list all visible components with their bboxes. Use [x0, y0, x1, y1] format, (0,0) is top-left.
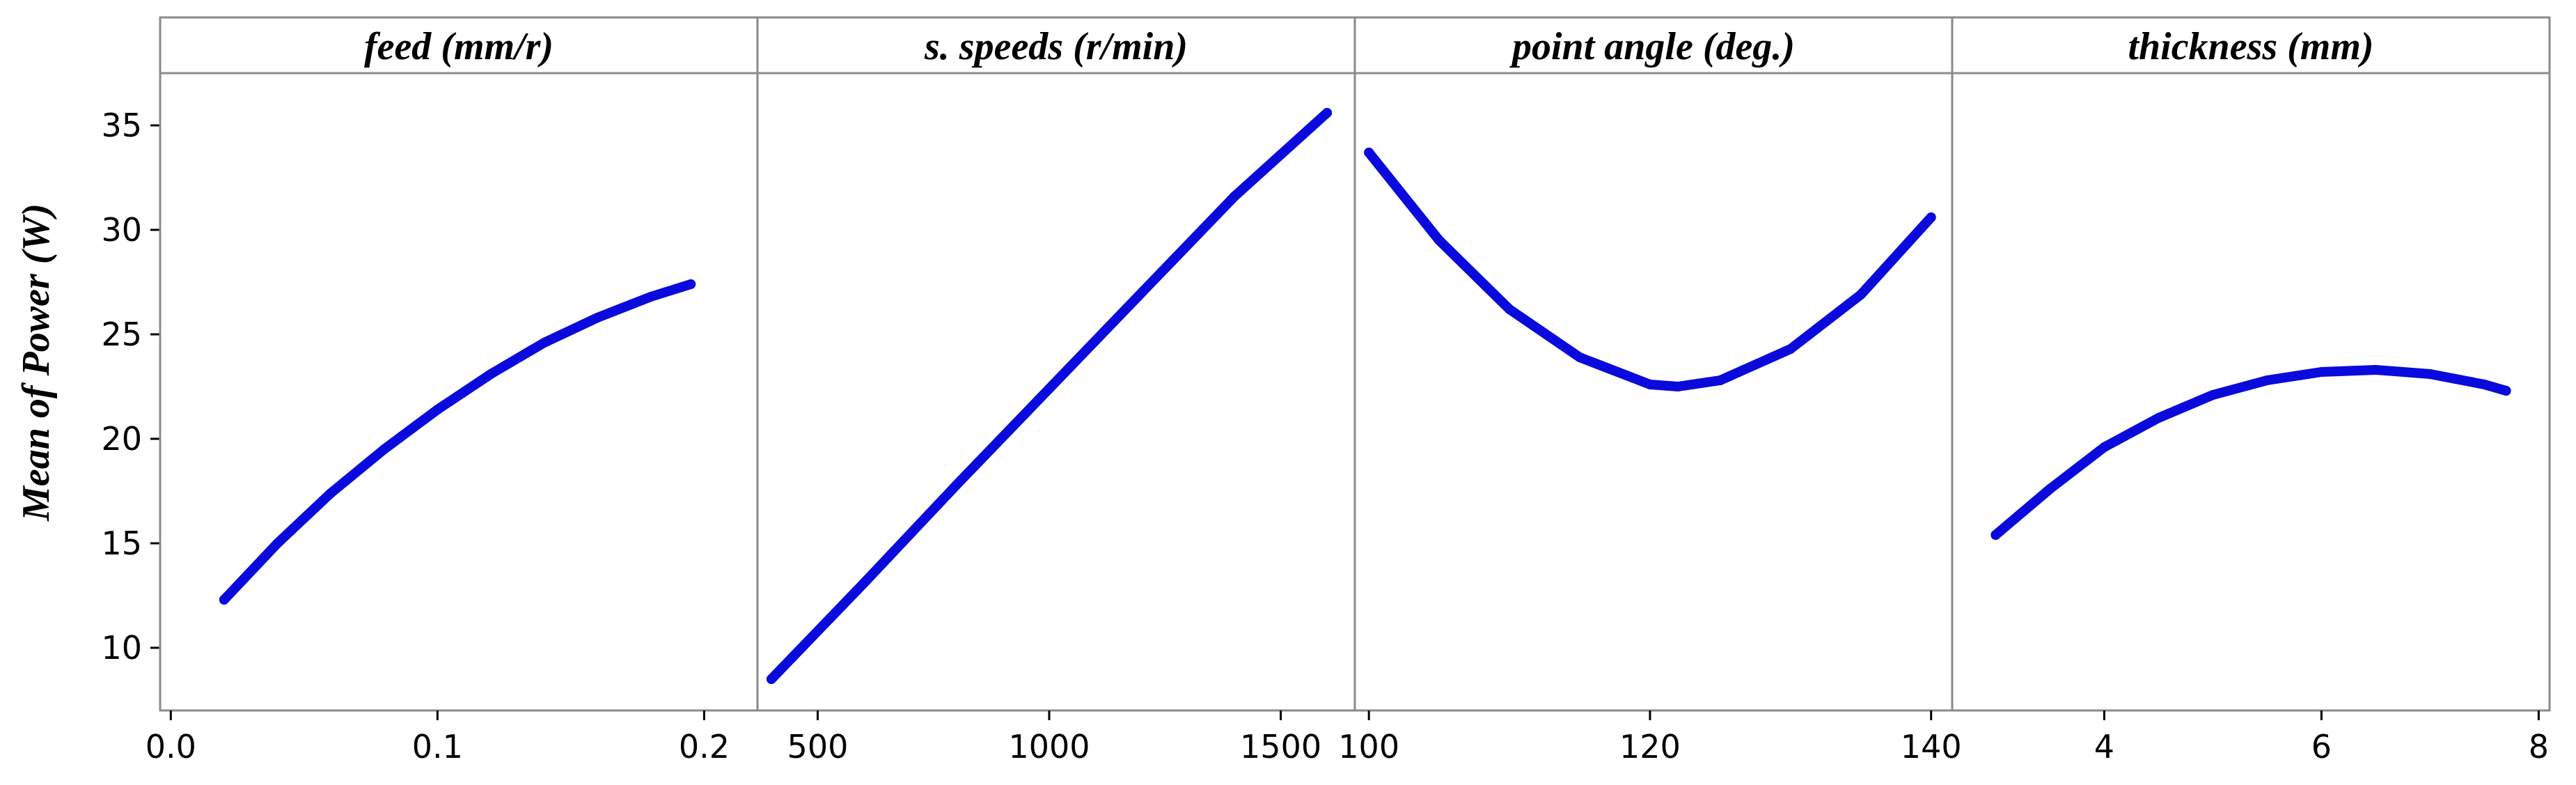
data-point	[1364, 148, 1374, 157]
mean-line	[1364, 148, 1936, 391]
panel-title: thickness (mm)	[2128, 25, 2373, 68]
data-point	[1505, 304, 1515, 314]
data-point	[2208, 390, 2218, 400]
x-tick-label: 0.0	[146, 728, 196, 765]
data-point	[272, 538, 283, 548]
data-point	[1575, 352, 1585, 362]
y-tick-label: 25	[101, 316, 142, 353]
x-tick-label: 100	[1338, 728, 1399, 765]
y-tick-label: 30	[101, 211, 142, 249]
data-point	[1855, 290, 1866, 300]
x-tick-label: 4	[2094, 728, 2114, 765]
data-point	[379, 444, 389, 454]
panel-3: point angle (deg.) 100 120 140	[1338, 17, 1962, 765]
panel-title: feed (mm/r)	[364, 25, 553, 68]
data-point	[1990, 530, 2001, 540]
data-point	[1785, 344, 1796, 354]
panel-title: s. speeds (r/min)	[924, 25, 1188, 68]
x-tick-label: 120	[1619, 728, 1681, 765]
x-tick-label: 1000	[1008, 728, 1090, 765]
y-tick-label: 20	[101, 420, 142, 458]
panel-title: point angle (deg.)	[1509, 25, 1795, 68]
data-point	[645, 292, 656, 302]
mean-line	[1990, 365, 2511, 540]
data-point	[2425, 369, 2435, 379]
data-point	[1644, 380, 1655, 389]
data-point	[766, 674, 776, 684]
data-point	[2153, 413, 2164, 423]
data-point	[858, 578, 869, 588]
data-point	[539, 338, 549, 348]
data-point	[1434, 235, 1445, 245]
x-tick-label: 140	[1901, 728, 1962, 765]
x-tick-label: 500	[787, 728, 849, 765]
y-tick-label: 10	[101, 629, 142, 667]
y-tick-label: 15	[101, 524, 142, 562]
x-tick-label: 0.1	[412, 728, 463, 765]
x-tick-label: 0.2	[679, 728, 730, 765]
data-point	[2371, 365, 2381, 375]
data-point	[485, 369, 496, 379]
x-tick-label: 6	[2311, 728, 2332, 765]
y-axis-label: Mean of Power (W)	[15, 203, 58, 522]
data-point	[1715, 375, 1725, 385]
data-point	[2479, 380, 2490, 389]
data-point	[1230, 192, 1240, 201]
data-point	[2045, 484, 2055, 494]
data-point	[1926, 212, 1936, 222]
data-point	[1673, 382, 1683, 391]
data-point	[2262, 375, 2272, 385]
data-point	[1044, 384, 1055, 394]
data-point	[1137, 288, 1147, 297]
y-axis: 10 15 20 25 30 35	[101, 107, 160, 667]
data-point	[952, 480, 961, 490]
panels: feed (mm/r) 0.0 0.1 0.2 s. speeds (r/min) 500…	[146, 16, 2551, 765]
mean-line	[767, 108, 1333, 684]
data-point	[219, 595, 229, 605]
panel-1: feed (mm/r) 0.0 0.1 0.2	[146, 25, 730, 765]
data-point	[592, 313, 603, 322]
data-point	[2501, 386, 2511, 396]
x-tick-label: 8	[2529, 728, 2549, 765]
panel-2: s. speeds (r/min) 500 1000 1500	[756, 17, 1333, 765]
y-tick-label: 35	[101, 107, 142, 144]
x-tick-label: 1500	[1240, 728, 1321, 765]
data-point	[2316, 367, 2327, 377]
data-point	[326, 488, 336, 498]
panel-4: thickness (mm) 4 6 8	[1951, 17, 2549, 765]
data-point	[1322, 108, 1333, 118]
data-point	[686, 279, 696, 289]
mean-line	[219, 279, 696, 605]
data-point	[2099, 442, 2110, 452]
data-point	[432, 405, 443, 414]
